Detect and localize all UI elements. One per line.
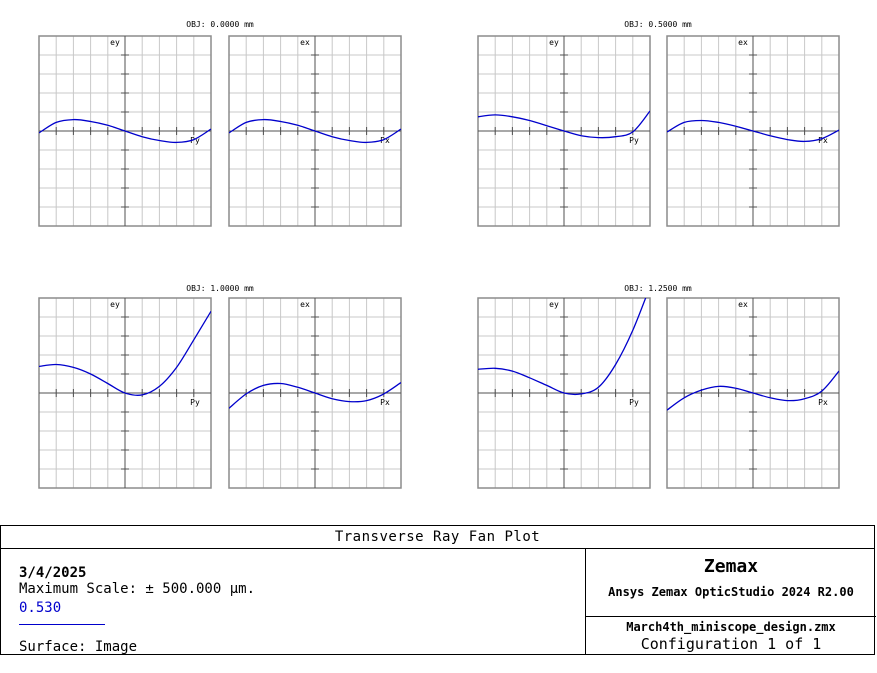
product-name: Ansys Zemax OpticStudio 2024 R2.00 [608, 585, 854, 599]
field-group-2: OBJ: 1.0000 mm ey Py ex Px [38, 284, 402, 489]
legend-line-swatch [19, 624, 105, 625]
y-axis-label: ey [549, 38, 559, 47]
field-group-3: OBJ: 1.2500 mm ey Py ex Px [477, 284, 840, 489]
plot-title: Transverse Ray Fan Plot [1, 526, 874, 549]
field-group-0: OBJ: 0.0000 mm ey Py ex Px [38, 20, 402, 227]
field-label-3: OBJ: 1.2500 mm [624, 284, 692, 293]
ray-fan-plot-area: OBJ: 0.0000 mm ey Py ex Px OBJ: 0.5000 mm … [38, 20, 840, 489]
file-name: March4th_miniscope_design.zmx [626, 620, 836, 634]
ray-fan-curve [39, 310, 211, 396]
brand-name: Zemax [703, 556, 759, 577]
x-axis-label: Py [629, 398, 639, 407]
sagittal-plot-1: ex Px [666, 35, 840, 227]
y-axis-label: ex [738, 300, 748, 309]
y-axis-label: ey [110, 38, 120, 47]
file-block: March4th_miniscope_design.zmx Configurat… [586, 617, 876, 654]
ray-fan-curve [667, 119, 839, 143]
y-axis-label: ex [300, 38, 310, 47]
sagittal-plot-0: ex Px [228, 35, 402, 227]
x-axis-label: Py [629, 136, 639, 145]
configuration-text: Configuration 1 of 1 [640, 635, 822, 653]
ray-fan-curve [667, 370, 839, 411]
ray-fan-curve [229, 118, 401, 144]
sagittal-plot-3: ex Px [666, 297, 840, 489]
x-axis-label: Px [380, 136, 390, 145]
field-group-1: OBJ: 0.5000 mm ey Py ex Px [477, 20, 840, 227]
field-label-0: OBJ: 0.0000 mm [186, 20, 254, 29]
tangential-plot-1: ey Py [477, 35, 651, 227]
tangential-plot-3: ey Py [477, 297, 651, 489]
field-label-1: OBJ: 0.5000 mm [624, 20, 692, 29]
y-axis-label: ey [110, 300, 120, 309]
plot-date: 3/4/2025 [19, 565, 87, 581]
legend-wavelength: 0.530 [19, 600, 62, 616]
x-axis-label: Py [190, 398, 200, 407]
plot-details: 3/4/2025 Maximum Scale: ± 500.000 µm. 0.… [1, 548, 586, 655]
x-axis-label: Px [818, 136, 828, 145]
x-axis-label: Py [190, 136, 200, 145]
plot-info-panel: Transverse Ray Fan Plot 3/4/2025 Maximum… [0, 525, 876, 655]
tangential-plot-2: ey Py [38, 297, 212, 489]
y-axis-label: ex [300, 300, 310, 309]
tangential-plot-0: ey Py [38, 35, 212, 227]
y-axis-label: ex [738, 38, 748, 47]
x-axis-label: Px [818, 398, 828, 407]
ray-fan-curve [478, 110, 650, 139]
ray-fan-curve [39, 118, 211, 144]
ray-fan-curve [478, 298, 647, 396]
field-label-2: OBJ: 1.0000 mm [186, 284, 254, 293]
y-axis-label: ey [549, 300, 559, 309]
ray-fan-curve [229, 382, 401, 409]
brand-block: Zemax Ansys Zemax OpticStudio 2024 R2.00 [586, 548, 876, 617]
max-scale-text: Maximum Scale: ± 500.000 µm. [19, 581, 256, 597]
sagittal-plot-2: ex Px [228, 297, 402, 489]
surface-text: Surface: Image [19, 639, 138, 655]
x-axis-label: Px [380, 398, 390, 407]
